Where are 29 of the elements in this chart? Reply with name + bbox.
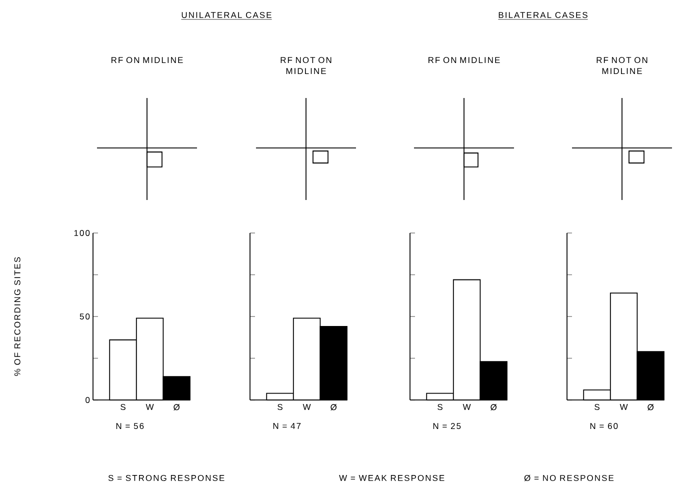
x-axis-title: N = 60 bbox=[590, 423, 618, 430]
chart-subtitle: RF NOT ON MIDLINE bbox=[596, 57, 648, 74]
x-tick-label: W bbox=[620, 404, 628, 410]
x-tick-label: Ø bbox=[648, 404, 654, 410]
x-tick-label: S bbox=[594, 404, 600, 410]
x-tick-label: Ø bbox=[174, 404, 180, 410]
x-tick-label: Ø bbox=[490, 404, 497, 410]
text: BILATERAL CASES bbox=[498, 12, 588, 18]
chart-subtitle: RF NOT ON MIDLINE bbox=[280, 57, 332, 74]
y-tick-label: 100 bbox=[74, 230, 90, 236]
y-axis-title: % OF RECORDING SITES bbox=[14, 257, 20, 376]
text: W = WEAK RESPONSE bbox=[339, 474, 444, 481]
chart-subtitle: RF ON MIDLINE bbox=[428, 57, 500, 64]
x-tick-label: Ø bbox=[330, 404, 337, 410]
x-tick-label: W bbox=[462, 404, 471, 410]
y-tick-label: 0 bbox=[86, 396, 90, 403]
x-tick-label: W bbox=[302, 404, 311, 410]
text: S = STRONG RESPONSE bbox=[108, 474, 224, 481]
x-tick-label: S bbox=[278, 404, 282, 410]
x-axis-title: N = 25 bbox=[433, 423, 461, 430]
x-axis-title: N = 56 bbox=[116, 423, 144, 430]
y-tick-label: 50 bbox=[80, 313, 90, 320]
x-tick-label: S bbox=[438, 404, 442, 410]
chart-subtitle: RF ON MIDLINE bbox=[112, 57, 183, 64]
text: UNILATERAL CASE bbox=[182, 12, 272, 18]
x-tick-label: S bbox=[120, 404, 126, 410]
text: Ø = NO RESPONSE bbox=[524, 474, 614, 482]
x-axis-title: N = 47 bbox=[273, 423, 301, 429]
x-tick-label: W bbox=[146, 404, 154, 410]
